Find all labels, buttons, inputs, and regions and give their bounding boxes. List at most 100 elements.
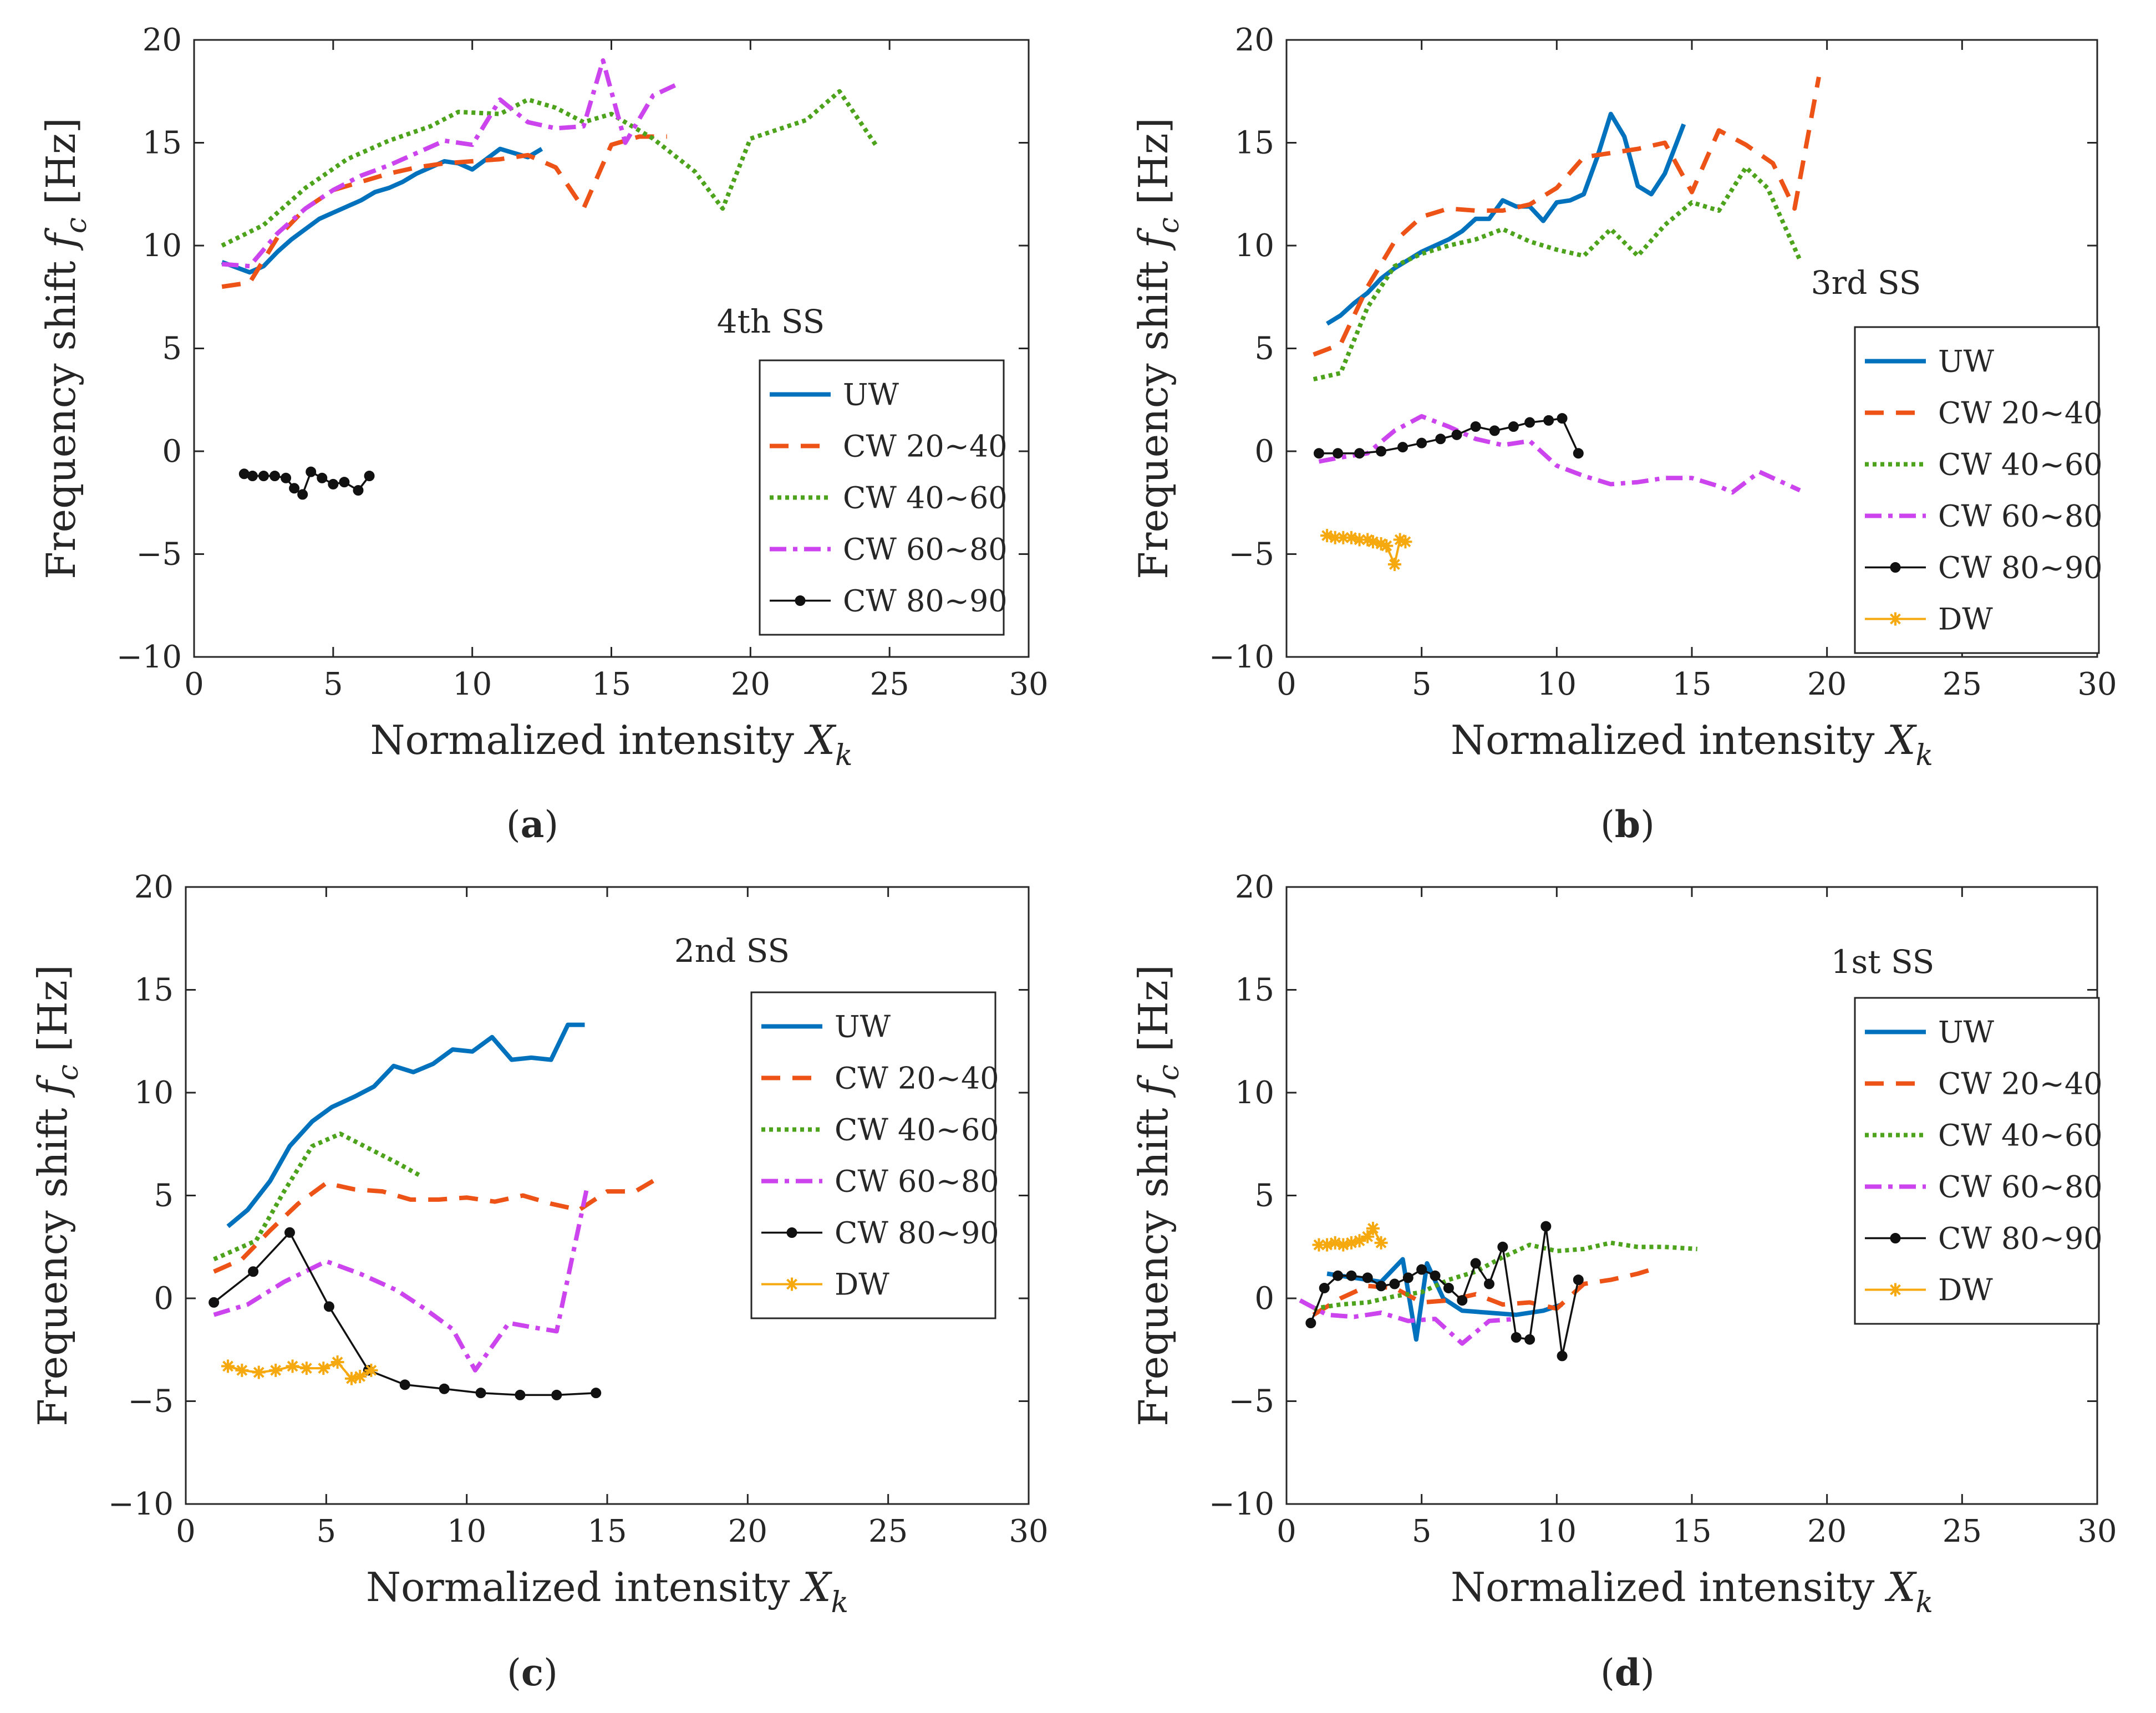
y-tick-label: −10 (108, 1486, 174, 1522)
legend-marker-cw-80-90 (1890, 562, 1901, 573)
x-tick-label: 30 (1009, 1513, 1048, 1549)
data-point-cw-80-90 (306, 466, 317, 477)
y-tick-label: 15 (134, 972, 174, 1008)
data-point-cw-80-90 (1319, 1282, 1330, 1293)
legend-label-cw-60-80: CW 60~80 (1938, 1170, 2103, 1205)
data-point-cw-80-90 (247, 471, 258, 482)
data-point-dw (235, 1363, 249, 1377)
series-group (1313, 77, 1821, 572)
data-point-cw-80-90 (1443, 1282, 1454, 1293)
panel-label: (b) (1600, 803, 1655, 846)
data-point-cw-80-90 (1540, 1221, 1552, 1232)
y-tick-label: −10 (1209, 639, 1274, 675)
series-line-cw-40-60 (1313, 165, 1802, 382)
y-tick-label: 10 (143, 228, 182, 264)
panel-annotation: 4th SS (717, 303, 825, 340)
data-point-cw-80-90 (1543, 415, 1554, 426)
legend-box (750, 991, 996, 1319)
x-tick-label: 0 (176, 1513, 196, 1549)
data-point-cw-80-90 (1305, 1318, 1316, 1329)
series-line-cw-40-60 (1313, 1240, 1697, 1311)
data-point-cw-80-90 (1573, 448, 1584, 459)
data-point-cw-80-90 (1573, 1274, 1584, 1286)
data-point-dw (1366, 1221, 1380, 1235)
series-line-uw (221, 146, 543, 275)
data-point-cw-80-90 (364, 471, 375, 482)
y-axis-label: Frequency shift fc [Hz] (1130, 118, 1186, 579)
series-line-cw-40-60 (213, 1131, 420, 1262)
x-tick-label: 10 (452, 666, 492, 702)
data-point-cw-80-90 (1376, 1281, 1387, 1292)
y-tick-label: 0 (1254, 434, 1274, 470)
data-point-cw-80-90 (1346, 1270, 1357, 1281)
data-point-dw (353, 1369, 367, 1383)
y-tick-label: 15 (1235, 125, 1274, 161)
data-point-cw-80-90 (1557, 413, 1568, 424)
data-point-cw-80-90 (269, 471, 280, 482)
x-tick-label: 15 (1672, 1513, 1711, 1549)
legend-label-cw-80-90: CW 80~90 (1938, 1221, 2103, 1256)
data-point-cw-80-90 (1333, 448, 1344, 459)
x-tick-label: 20 (1807, 1513, 1847, 1549)
y-tick-label: 20 (134, 869, 174, 905)
x-tick-label: 15 (1672, 666, 1711, 702)
series-line-cw-60-80 (213, 1185, 590, 1373)
data-point-cw-80-90 (515, 1389, 526, 1400)
data-point-cw-80-90 (1430, 1270, 1441, 1281)
x-tick-label: 30 (2077, 666, 2117, 702)
legend-label-cw-60-80: CW 60~80 (835, 1164, 999, 1199)
data-point-cw-80-90 (1354, 448, 1365, 459)
panel-4: 0 5 10 15 20 25 30 −10 −5 0 5 10 15 20 Normalized inte… (1130, 869, 2117, 1694)
x-tick-label: 25 (1943, 666, 1982, 702)
series-line-cw-60-80 (221, 58, 677, 269)
data-point-cw-80-90 (1489, 425, 1500, 436)
y-axis-label: Frequency shift fc [Hz] (38, 118, 93, 579)
y-tick-label: 0 (1254, 1281, 1274, 1317)
legend-label-uw: UW (843, 378, 899, 412)
data-point-cw-80-90 (297, 489, 308, 500)
panel-annotation: 3rd SS (1811, 264, 1921, 302)
y-tick-label: 5 (1254, 331, 1274, 367)
legend-label-cw-40-60: CW 40~60 (1938, 1118, 2103, 1153)
legend-marker-cw-80-90 (795, 595, 806, 606)
legend-label-dw: DW (1938, 602, 1993, 637)
series-line-cw-20-40 (1312, 1267, 1652, 1317)
legend-label-dw: DW (835, 1267, 889, 1302)
legend-label-cw-60-80: CW 60~80 (843, 532, 1008, 567)
x-tick-label: 30 (1009, 666, 1048, 702)
y-axis-label: Frequency shift fc [Hz] (29, 965, 85, 1426)
data-point-dw (1387, 558, 1401, 572)
x-tick-label: 5 (323, 666, 343, 702)
data-point-cw-80-90 (1557, 1350, 1568, 1362)
x-tick-label: 25 (868, 1513, 908, 1549)
legend-box (1854, 997, 2100, 1325)
x-tick-label: 15 (587, 1513, 627, 1549)
data-point-cw-80-90 (339, 477, 350, 488)
panel-1: 0 5 10 15 20 25 30 −10 −5 0 5 10 15 20 Normalized inte… (38, 22, 1049, 846)
legend-label-cw-20-40: CW 20~40 (843, 429, 1008, 464)
x-tick-label: 10 (1537, 666, 1577, 702)
series-line-cw-60-80 (1299, 1298, 1517, 1346)
data-point-cw-80-90 (1376, 446, 1387, 457)
data-point-cw-80-90 (1416, 437, 1427, 448)
y-tick-label: 5 (162, 331, 182, 367)
legend-label-cw-20-40: CW 20~40 (835, 1061, 999, 1096)
data-point-dw (286, 1359, 299, 1373)
y-tick-label: 20 (1235, 869, 1274, 905)
y-tick-label: 0 (154, 1281, 174, 1317)
data-point-dw (1312, 1238, 1326, 1252)
x-axis-label: Normalized intensity Xk (366, 1564, 848, 1619)
data-point-cw-80-90 (1397, 442, 1408, 453)
legend-box (759, 359, 1005, 636)
panel-2: 0 5 10 15 20 25 30 −10 −5 0 5 10 15 20 Normalized inte… (1130, 22, 2117, 846)
legend-label-uw: UW (1938, 1015, 1995, 1050)
data-point-cw-80-90 (1416, 1264, 1427, 1275)
data-point-dw (1361, 1230, 1375, 1243)
legend-label-uw: UW (1938, 344, 1995, 379)
data-point-cw-80-90 (328, 478, 339, 490)
data-point-dw (1374, 1236, 1388, 1250)
data-point-cw-80-90 (1470, 421, 1481, 432)
y-tick-label: 10 (1235, 228, 1274, 264)
data-point-cw-80-90 (258, 471, 269, 482)
series-line-uw (1326, 111, 1686, 326)
